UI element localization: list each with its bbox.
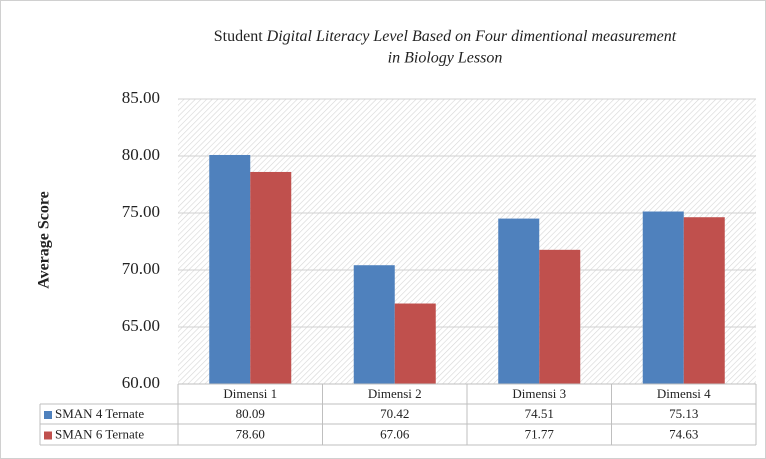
bar [539, 249, 581, 384]
y-tick-label: 65.00 [122, 316, 160, 335]
y-tick-label: 60.00 [122, 373, 160, 392]
y-tick-label: 80.00 [122, 145, 160, 164]
legend-swatch [44, 411, 52, 419]
legend-swatch [44, 431, 52, 440]
bar [642, 211, 684, 384]
data-label: 70.42 [380, 406, 409, 421]
bar [353, 265, 395, 384]
x-tick-label: Dimensi 3 [512, 386, 566, 401]
data-label: 74.63 [669, 426, 698, 441]
bar [209, 154, 251, 384]
legend-label: SMAN 6 Ternate [55, 426, 144, 441]
y-axis-label: Average Score [36, 191, 53, 289]
bar [394, 303, 436, 384]
y-tick-label: 85.00 [122, 88, 160, 107]
data-label: 78.60 [236, 426, 265, 441]
bar [683, 217, 725, 384]
data-label: 80.09 [236, 406, 265, 421]
data-label: 75.13 [669, 406, 698, 421]
bar [250, 171, 292, 384]
title-part: Digital Literacy Level Based on Four dim… [266, 28, 677, 45]
y-tick-label: 70.00 [122, 259, 160, 278]
data-label: 74.51 [525, 406, 554, 421]
data-label: 71.77 [525, 426, 555, 441]
y-tick-label: 75.00 [122, 202, 160, 221]
title-part: Student [214, 28, 263, 45]
x-tick-label: Dimensi 1 [223, 386, 277, 401]
x-tick-label: Dimensi 4 [657, 386, 711, 401]
chart-title: Student Digital Literacy Level Based on … [214, 28, 677, 45]
chart-title: in Biology Lesson [388, 50, 503, 67]
legend-label: SMAN 4 Ternate [55, 406, 144, 421]
x-tick-label: Dimensi 2 [368, 386, 422, 401]
bar [498, 218, 540, 384]
data-label: 67.06 [380, 426, 410, 441]
